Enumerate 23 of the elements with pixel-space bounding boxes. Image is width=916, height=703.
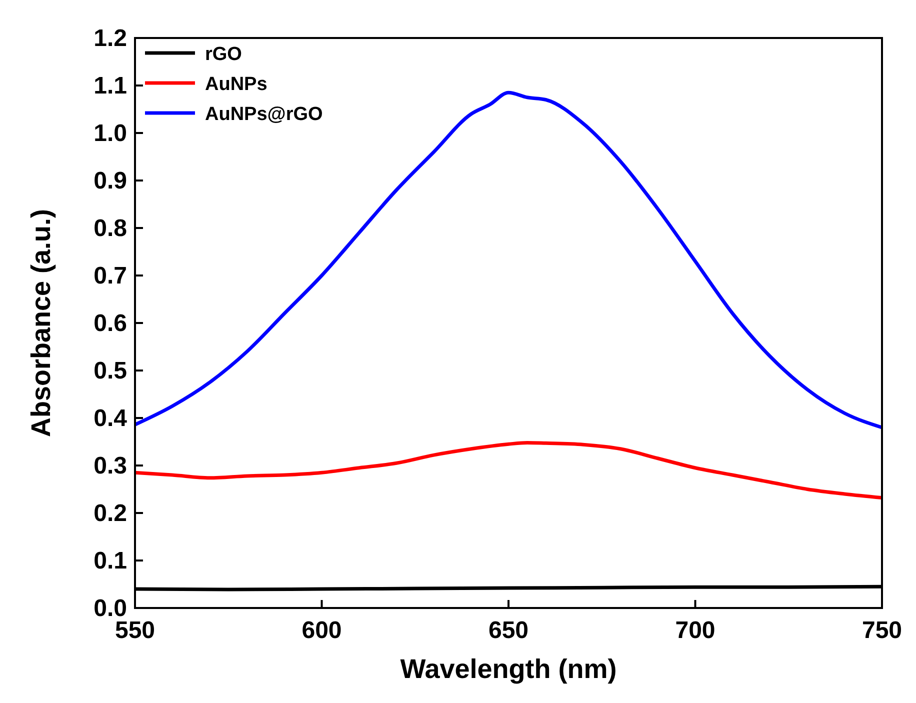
y-tick-label: 0.2 [94,500,127,527]
y-tick-label: 1.2 [94,25,127,52]
y-tick-label: 0.4 [94,405,128,432]
x-axis-title: Wavelength (nm) [400,654,617,684]
y-axis-title: Absorbance (a.u.) [26,208,56,438]
x-tick-label: 600 [302,617,342,644]
y-tick-label: 1.0 [94,120,127,147]
x-tick-label: 750 [862,617,902,644]
y-tick-label: 0.9 [94,168,127,194]
legend-label: AuNPs [205,74,268,95]
y-tick-label: 0.7 [94,262,127,290]
legend-label: rGO [205,44,242,65]
y-tick-label: 0.1 [94,548,127,574]
line-series [133,440,884,500]
y-tick-label: 0.3 [94,452,127,480]
y-tick-label: 0.8 [94,215,127,242]
y-tick-label: 0.5 [94,358,127,384]
x-tick-label: 700 [675,617,716,644]
x-tick-label: 650 [488,617,529,644]
y-tick-label: 0.6 [94,310,127,337]
y-tick-label: 1.1 [94,72,127,100]
legend-label: AuNPs@rGO [205,104,323,125]
line-series [133,90,884,430]
